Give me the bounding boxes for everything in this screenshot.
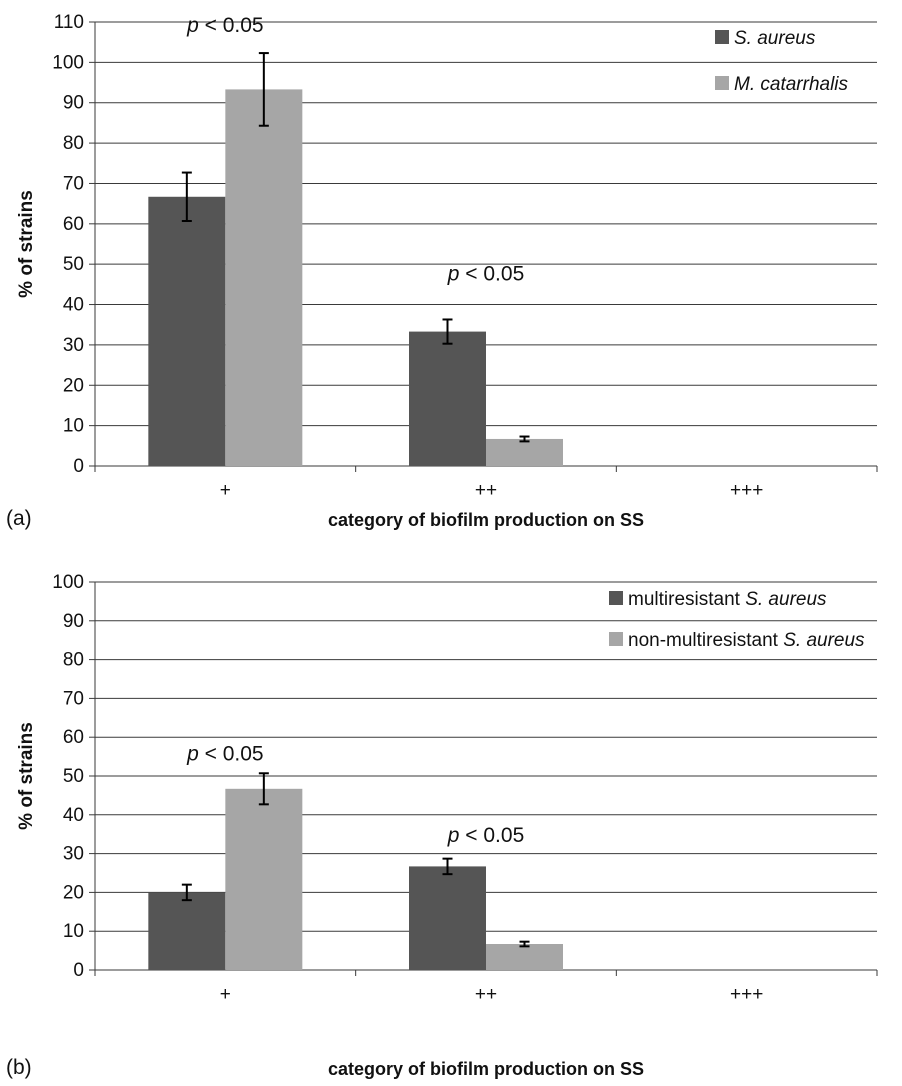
x-category-label: +++ — [730, 480, 763, 501]
bar-series2 — [225, 789, 302, 970]
annotation-text: < 0.05 — [199, 14, 264, 37]
bar-series1 — [148, 197, 225, 466]
x-axis-label: category of biofilm production on SS — [328, 510, 644, 530]
y-tick-label: 60 — [63, 214, 84, 235]
legend-swatch — [609, 591, 623, 605]
y-tick-label: 20 — [63, 882, 84, 903]
legend-label-part: S. aureus — [783, 630, 865, 651]
significance-annotation: p < 0.05 — [186, 742, 264, 765]
legend-label: multiresistant S. aureus — [628, 589, 827, 610]
bar-series1 — [409, 332, 486, 466]
bar-series2 — [486, 944, 563, 970]
annotation-italic: p — [186, 14, 199, 37]
annotation-text: < 0.05 — [459, 824, 524, 847]
y-axis-label: % of strains — [16, 190, 37, 298]
y-tick-label: 100 — [52, 572, 84, 593]
y-tick-label: 60 — [63, 727, 84, 748]
y-tick-label: 110 — [54, 12, 84, 33]
y-tick-label: 30 — [63, 335, 84, 356]
panel-label: (a) — [6, 507, 32, 530]
y-tick-label: 70 — [63, 173, 84, 194]
bar-series1 — [148, 892, 225, 970]
y-tick-label: 40 — [63, 295, 84, 316]
panel-label: (b) — [6, 1056, 32, 1079]
y-axis-label: % of strains — [16, 722, 37, 830]
x-category-label: ++ — [475, 480, 497, 501]
legend: S. aureus M. catarrhalis — [715, 28, 849, 95]
bar-series1 — [409, 866, 486, 970]
legend: multiresistant S. aureusnon-multiresista… — [609, 589, 865, 651]
y-tick-label: 80 — [63, 650, 84, 671]
y-tick-label: 40 — [63, 805, 84, 826]
legend-swatch — [609, 632, 623, 646]
y-tick-label: 0 — [73, 456, 84, 477]
y-tick-label: 0 — [73, 960, 84, 981]
y-tick-label: 20 — [63, 375, 84, 396]
annotation-italic: p — [186, 742, 199, 765]
legend-swatch — [715, 30, 729, 44]
x-category-label: + — [220, 984, 231, 1005]
bar-series2 — [486, 439, 563, 466]
y-tick-label: 30 — [63, 844, 84, 865]
legend-label-part: non-multiresistant — [628, 630, 783, 651]
y-tick-label: 50 — [63, 766, 84, 787]
annotation-text: < 0.05 — [199, 742, 264, 765]
legend-label: S. aureus — [734, 28, 816, 49]
y-tick-label: 100 — [52, 52, 84, 73]
x-axis-label: category of biofilm production on SS — [328, 1059, 644, 1079]
annotation-italic: p — [447, 262, 460, 285]
x-category-label: ++ — [475, 984, 497, 1005]
x-category-label: + — [220, 480, 231, 501]
x-category-label: +++ — [730, 984, 763, 1005]
y-tick-label: 90 — [63, 93, 84, 114]
legend-label-part: multiresistant — [628, 589, 745, 610]
y-tick-label: 50 — [63, 254, 84, 275]
y-tick-label: 10 — [63, 921, 84, 942]
annotation-italic: p — [447, 824, 460, 847]
y-tick-label: 80 — [63, 133, 84, 154]
legend-label-part: M. catarrhalis — [734, 74, 849, 95]
legend-label-part: S. aureus — [745, 589, 827, 610]
y-tick-label: 90 — [63, 611, 84, 632]
significance-annotation: p < 0.05 — [186, 14, 264, 37]
legend-label: M. catarrhalis — [734, 74, 849, 95]
y-tick-label: 10 — [63, 416, 84, 437]
significance-annotation: p < 0.05 — [447, 824, 525, 847]
legend-label: non-multiresistant S. aureus — [628, 630, 865, 651]
significance-annotation: p < 0.05 — [447, 262, 525, 285]
bar-series2 — [225, 89, 302, 466]
legend-label-part: S. aureus — [734, 28, 816, 49]
y-tick-label: 70 — [63, 688, 84, 709]
legend-swatch — [715, 76, 729, 90]
annotation-text: < 0.05 — [459, 262, 524, 285]
